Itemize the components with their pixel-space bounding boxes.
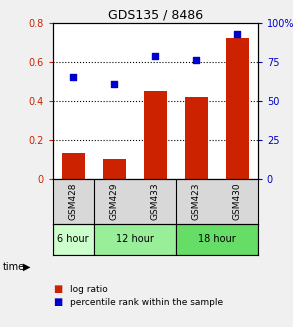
Text: ▶: ▶ (23, 262, 31, 271)
Text: 12 hour: 12 hour (116, 234, 154, 245)
Bar (144, 91, 166, 179)
Bar (226, 39, 248, 179)
Point (235, 31, 240, 36)
Point (153, 53, 158, 58)
Point (194, 58, 199, 63)
Text: GSM428: GSM428 (69, 182, 78, 220)
Bar (62, 153, 84, 179)
Title: GDS135 / 8486: GDS135 / 8486 (108, 9, 203, 22)
Text: 18 hour: 18 hour (198, 234, 236, 245)
Bar (185, 97, 207, 179)
Point (112, 81, 117, 86)
Text: 6 hour: 6 hour (57, 234, 89, 245)
Text: log ratio: log ratio (70, 285, 108, 294)
Bar (176, 224, 258, 255)
Text: percentile rank within the sample: percentile rank within the sample (70, 298, 224, 307)
Bar (94, 224, 176, 255)
Text: GSM429: GSM429 (110, 182, 119, 220)
Text: ■: ■ (53, 284, 62, 294)
Text: GSM423: GSM423 (192, 182, 201, 220)
Text: GSM433: GSM433 (151, 182, 160, 220)
Text: ■: ■ (53, 298, 62, 307)
Bar (103, 159, 125, 179)
Point (71, 75, 76, 80)
Text: GSM430: GSM430 (233, 182, 242, 220)
Text: time: time (3, 262, 25, 271)
Bar (53, 224, 94, 255)
